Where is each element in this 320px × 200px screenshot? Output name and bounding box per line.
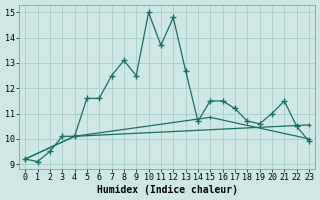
X-axis label: Humidex (Indice chaleur): Humidex (Indice chaleur) (97, 185, 237, 195)
